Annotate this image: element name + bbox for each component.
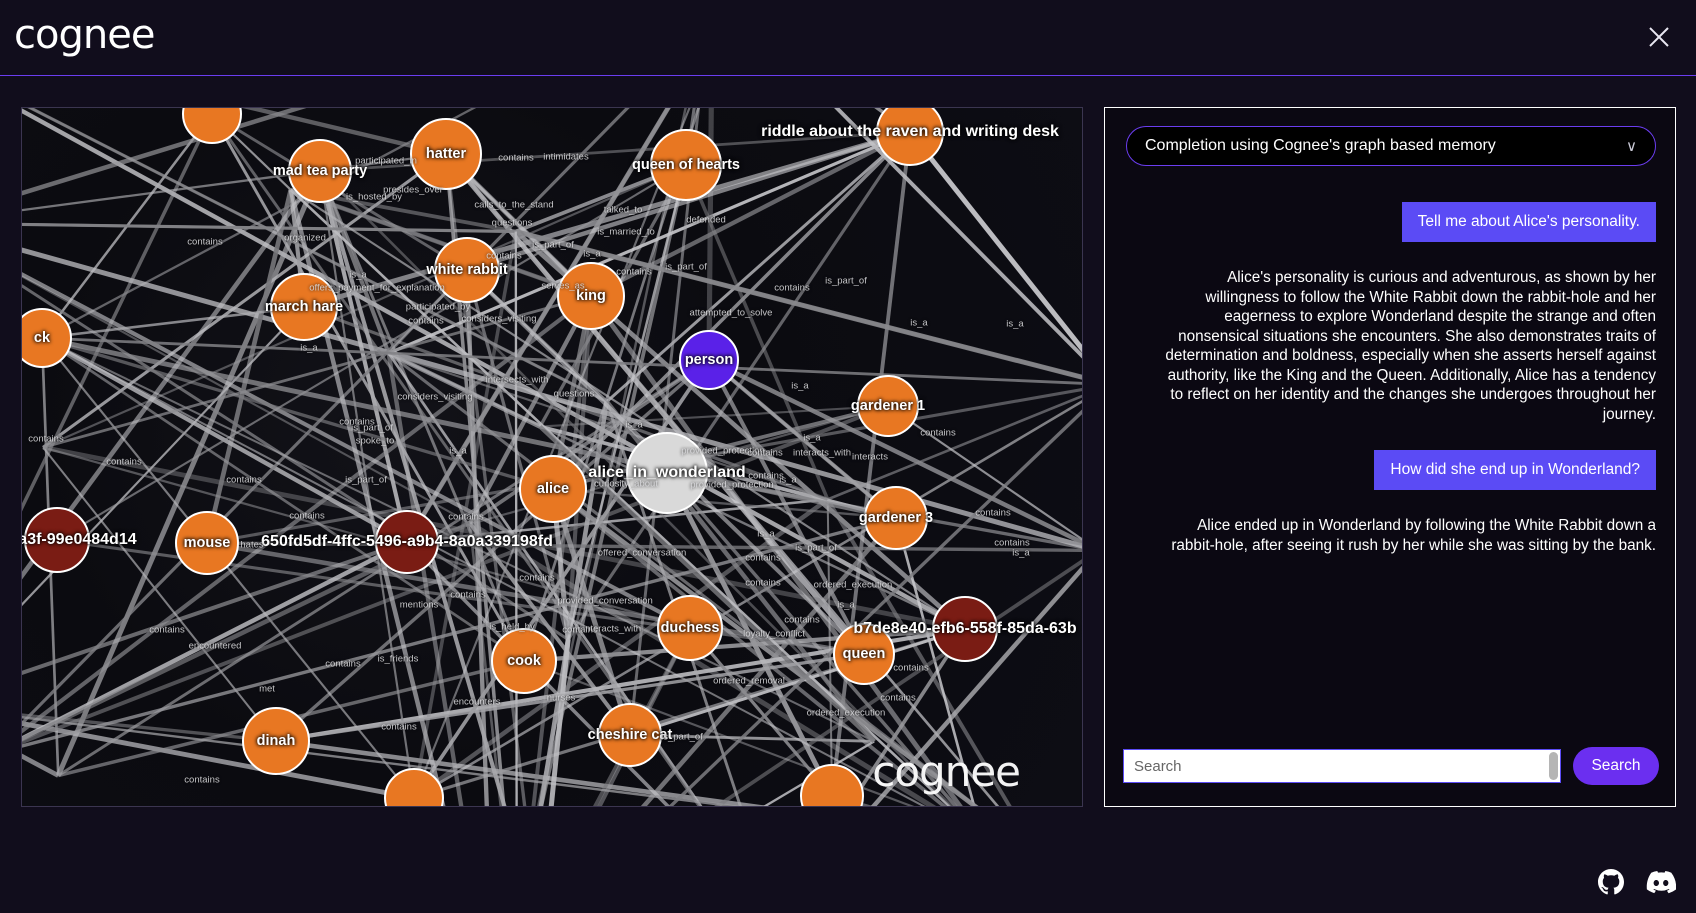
chat-messages: Tell me about Alice's personality. Alice'… xyxy=(1126,188,1656,748)
bot-message-row: Alice ended up in Wonderland by followin… xyxy=(1126,494,1656,563)
graph-node[interactable] xyxy=(657,595,723,661)
graph-node[interactable] xyxy=(242,707,310,775)
graph-node[interactable] xyxy=(519,455,587,523)
graph-node[interactable] xyxy=(410,118,482,190)
main-stage: mad tea party hatter queen of hearts riddle… xyxy=(0,77,1696,837)
close-icon[interactable] xyxy=(1642,20,1676,54)
graph-node[interactable] xyxy=(375,510,439,574)
discord-icon[interactable] xyxy=(1646,869,1676,895)
cognee-logo: cognee xyxy=(14,12,155,58)
graph-node[interactable] xyxy=(434,237,500,303)
user-message-row: How did she end up in Wonderland? xyxy=(1126,436,1656,490)
github-icon[interactable] xyxy=(1598,869,1624,895)
graph-node[interactable] xyxy=(288,139,352,203)
graph-node[interactable] xyxy=(626,432,708,514)
graph-node[interactable] xyxy=(491,628,557,694)
bot-message-row: Alice's personality is curious and adven… xyxy=(1126,246,1656,432)
graph-canvas[interactable]: mad tea party hatter queen of hearts riddle… xyxy=(22,108,1082,806)
graph-node[interactable] xyxy=(932,596,998,662)
search-button[interactable]: Search xyxy=(1573,747,1659,785)
chevron-down-icon: ∨ xyxy=(1626,138,1637,155)
graph-node[interactable] xyxy=(598,703,662,767)
search-bar: Search xyxy=(1123,742,1659,790)
chat-panel: Completion using Cognee's graph based me… xyxy=(1104,107,1676,807)
graph-node[interactable] xyxy=(22,308,72,368)
bot-message-text: Alice ended up in Wonderland by followin… xyxy=(1171,517,1656,554)
app-header: cognee xyxy=(0,0,1696,76)
user-message-bubble: How did she end up in Wonderland? xyxy=(1374,450,1656,490)
bot-message-text: Alice's personality is curious and adven… xyxy=(1165,269,1656,423)
graph-node[interactable] xyxy=(857,375,919,437)
graph-node[interactable] xyxy=(557,262,625,330)
graph-node[interactable] xyxy=(864,486,928,550)
graph-node[interactable] xyxy=(175,511,239,575)
graph-node[interactable] xyxy=(833,623,895,685)
model-select-dropdown[interactable]: Completion using Cognee's graph based me… xyxy=(1126,126,1656,166)
graph-node[interactable] xyxy=(270,273,338,341)
user-message-row: Tell me about Alice's personality. xyxy=(1126,188,1656,242)
user-message-bubble: Tell me about Alice's personality. xyxy=(1401,202,1656,242)
knowledge-graph-panel[interactable]: mad tea party hatter queen of hearts riddle… xyxy=(21,107,1083,807)
social-links xyxy=(1598,869,1676,895)
app-footer xyxy=(0,837,1696,913)
search-input-wrap xyxy=(1123,749,1561,783)
search-input[interactable] xyxy=(1123,749,1561,783)
graph-node[interactable] xyxy=(24,507,90,573)
graph-edges xyxy=(22,108,1082,806)
graph-node[interactable] xyxy=(679,330,739,390)
graph-node[interactable] xyxy=(876,108,944,166)
graph-node[interactable] xyxy=(650,129,722,201)
model-select-label: Completion using Cognee's graph based me… xyxy=(1145,137,1496,154)
search-scrollbar-thumb[interactable] xyxy=(1549,752,1558,780)
